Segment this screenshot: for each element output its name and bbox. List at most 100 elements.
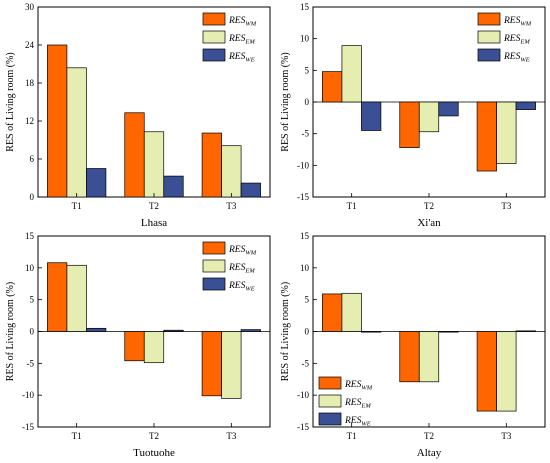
legend-entry: RESWM — [503, 16, 532, 28]
bar-we-t3 — [240, 329, 261, 332]
bar-em-t2 — [143, 331, 165, 364]
legend-entry: RESEM — [344, 398, 371, 410]
bar-we-t2 — [438, 331, 459, 333]
y-tick-label: -5 — [302, 358, 310, 368]
y-tick-label: 5 — [305, 65, 310, 75]
bar-we-t3 — [240, 182, 261, 198]
legend-entry: RESEM — [503, 34, 530, 46]
legend-swatch — [318, 412, 342, 426]
bar-em-t3 — [221, 331, 242, 399]
bar-wm-t2 — [124, 331, 145, 362]
legend-swatch — [202, 12, 226, 26]
legend-entry: RESWM — [228, 16, 257, 28]
chart-panel-4: -15 -10 -5 0 5 10 15 T1 T2 T3 Altay RES of Living r… — [280, 231, 546, 459]
bar-wm-t2 — [399, 101, 420, 148]
bar-we-t1 — [86, 168, 107, 198]
legend-entry: RESEM — [228, 34, 255, 46]
x-axis-label: Tuotuohe — [133, 447, 175, 459]
y-axis-label: RES of Living room (%) — [280, 52, 291, 151]
y-axis-label: RES of Living room (%) — [5, 52, 16, 151]
legend-swatch — [318, 394, 342, 408]
y-tick-label: 10 — [300, 263, 310, 273]
bar-wm-t2 — [124, 112, 145, 198]
y-tick-label: 24 — [25, 40, 35, 50]
bar-we-t3 — [515, 330, 536, 332]
bar-wm-t3 — [201, 331, 222, 397]
y-tick-label: 10 — [300, 34, 310, 44]
x-tick-label: T1 — [347, 431, 357, 441]
legend-entry: RESWE — [503, 52, 530, 64]
y-tick-label: -5 — [302, 129, 310, 139]
y-tick-label: 30 — [25, 2, 35, 12]
y-tick-label: -15 — [297, 422, 309, 432]
bar-wm-t3 — [201, 132, 222, 198]
legend-entry: RESWE — [228, 281, 255, 293]
bar-we-t1 — [361, 101, 382, 131]
bar-we-t2 — [163, 175, 184, 198]
legend: RESWM RESEM RESWE — [477, 12, 532, 64]
y-tick-label: -15 — [22, 422, 34, 432]
chart-panel-2: -15 -10 -5 0 5 10 15 T1 T2 T3 Xi'an RES of Living r… — [280, 2, 546, 229]
y-tick-label: 5 — [30, 295, 35, 305]
y-tick-label: 0 — [305, 327, 310, 337]
legend-swatch — [202, 259, 226, 273]
y-axis-label: RES of Living room (%) — [5, 282, 16, 381]
legend-entry: RESEM — [228, 263, 255, 275]
y-tick-label: 10 — [25, 263, 35, 273]
bar-em-t1 — [341, 292, 362, 332]
y-tick-label: 5 — [305, 295, 310, 305]
chart-panel-3: -15 -10 -5 0 5 10 15 T1 T2 T3 Tuotuohe RES of Livin… — [5, 231, 271, 459]
bar-em-t2 — [143, 131, 165, 198]
legend-entry: RESWE — [228, 52, 255, 64]
legend-swatch — [477, 12, 501, 26]
legend-entry: RESWE — [344, 416, 371, 428]
y-tick-label: -10 — [297, 390, 309, 400]
legend-swatch — [477, 48, 501, 62]
y-tick-label: 0 — [30, 192, 35, 202]
x-axis-label: Xi'an — [417, 217, 441, 229]
legend-swatch — [202, 48, 226, 62]
y-tick-label: 15 — [300, 2, 310, 12]
x-tick-label: T2 — [149, 431, 159, 441]
y-axis-label: RES of Living room (%) — [280, 282, 291, 381]
x-tick-label: T1 — [72, 201, 82, 211]
legend-swatch — [202, 30, 226, 44]
bar-we-t3 — [515, 101, 536, 110]
y-tick-label: 0 — [30, 327, 35, 337]
legend: RESWM RESEM RESWE — [318, 376, 373, 428]
y-tick-label: -10 — [22, 390, 34, 400]
bar-em-t2 — [418, 101, 440, 133]
x-tick-label: T2 — [424, 201, 434, 211]
bar-we-t2 — [438, 101, 459, 117]
x-tick-label: T1 — [72, 431, 82, 441]
bar-wm-t1 — [322, 71, 343, 103]
y-tick-label: 15 — [25, 231, 35, 241]
bar-em-t3 — [221, 145, 242, 198]
x-tick-label: T2 — [149, 201, 159, 211]
bar-em-t3 — [496, 331, 517, 412]
legend-entry: RESWM — [228, 245, 257, 257]
legend: RESWM RESEM RESWE — [202, 241, 257, 293]
y-tick-label: -10 — [297, 160, 309, 170]
chart-panel-1: 0 6 12 18 24 30 T1 T2 T3 Lhasa RES of Living room … — [5, 2, 271, 229]
y-tick-label: 18 — [25, 78, 35, 88]
x-axis-label: Lhasa — [141, 217, 167, 229]
x-tick-label: T1 — [347, 201, 357, 211]
bar-wm-t2 — [399, 331, 420, 383]
x-tick-label: T3 — [226, 201, 236, 211]
legend-swatch — [202, 241, 226, 255]
y-tick-label: 15 — [300, 231, 310, 241]
bar-wm-t1 — [322, 293, 343, 332]
x-tick-label: T3 — [501, 201, 511, 211]
bar-em-t3 — [496, 101, 517, 164]
x-tick-label: T2 — [424, 431, 434, 441]
bar-wm-t3 — [476, 101, 497, 172]
legend-swatch — [318, 376, 342, 390]
x-tick-label: T3 — [226, 431, 236, 441]
y-tick-label: -15 — [297, 192, 309, 202]
bar-em-t1 — [66, 264, 87, 332]
y-tick-label: 12 — [25, 116, 34, 126]
legend-swatch — [477, 30, 501, 44]
bar-em-t1 — [341, 45, 362, 103]
bar-wm-t1 — [47, 44, 68, 198]
